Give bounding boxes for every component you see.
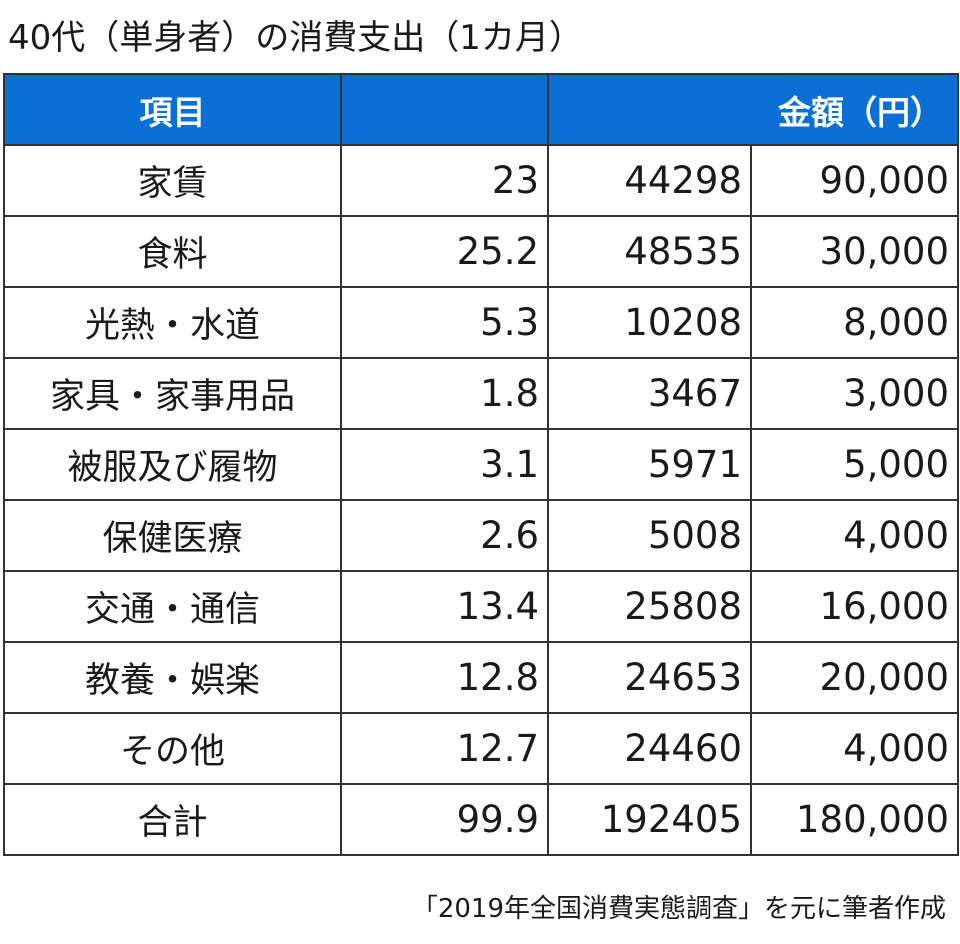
table-body: 家賃 23 44298 90,000 食料 25.2 48535 30,000 光熱・水道 5.3… xyxy=(3,144,959,856)
item-cell: 合計 xyxy=(3,783,342,856)
amount-cell: 5,000 xyxy=(750,428,959,501)
amount-cell: 90,000 xyxy=(750,144,959,217)
table-row: 光熱・水道 5.3 10208 8,000 xyxy=(3,286,959,359)
table-row: 食料 25.2 48535 30,000 xyxy=(3,215,959,288)
page-title: 40代（単身者）の消費支出（1カ月） xyxy=(8,18,583,58)
amount-cell: 3,000 xyxy=(750,357,959,430)
average-cell: 192405 xyxy=(547,783,752,856)
percent-cell: 1.8 xyxy=(340,357,549,430)
amount-cell: 16,000 xyxy=(750,570,959,643)
item-cell: 交通・通信 xyxy=(3,570,342,643)
average-cell: 24653 xyxy=(547,641,752,714)
average-cell: 48535 xyxy=(547,215,752,288)
percent-cell: 2.6 xyxy=(340,499,549,572)
average-cell: 24460 xyxy=(547,712,752,785)
percent-cell: 13.4 xyxy=(340,570,549,643)
average-cell: 5008 xyxy=(547,499,752,572)
table-row: その他 12.7 24460 4,000 xyxy=(3,712,959,785)
table-row: 保健医療 2.6 5008 4,000 xyxy=(3,499,959,572)
item-cell: 被服及び履物 xyxy=(3,428,342,501)
percent-cell: 25.2 xyxy=(340,215,549,288)
table-row: 家賃 23 44298 90,000 xyxy=(3,144,959,217)
item-cell: その他 xyxy=(3,712,342,785)
source-note: 「2019年全国消費実態調査」を元に筆者作成 xyxy=(411,894,946,924)
table-row: 被服及び履物 3.1 5971 5,000 xyxy=(3,428,959,501)
average-cell: 5971 xyxy=(547,428,752,501)
item-cell: 教養・娯楽 xyxy=(3,641,342,714)
header-amount: 金額（円） xyxy=(547,73,959,146)
expense-table: 項目 金額（円） 家賃 23 44298 90,000 食料 25.2 48535 30,00… xyxy=(3,73,959,856)
average-cell: 3467 xyxy=(547,357,752,430)
percent-cell: 99.9 xyxy=(340,783,549,856)
average-cell: 44298 xyxy=(547,144,752,217)
percent-cell: 12.8 xyxy=(340,641,549,714)
percent-cell: 3.1 xyxy=(340,428,549,501)
amount-cell: 20,000 xyxy=(750,641,959,714)
item-cell: 家賃 xyxy=(3,144,342,217)
percent-cell: 5.3 xyxy=(340,286,549,359)
table-row: 合計 99.9 192405 180,000 xyxy=(3,783,959,856)
table-row: 教養・娯楽 12.8 24653 20,000 xyxy=(3,641,959,714)
amount-cell: 180,000 xyxy=(750,783,959,856)
item-cell: 保健医療 xyxy=(3,499,342,572)
percent-cell: 23 xyxy=(340,144,549,217)
percent-cell: 12.7 xyxy=(340,712,549,785)
item-cell: 光熱・水道 xyxy=(3,286,342,359)
header-item: 項目 xyxy=(3,73,342,146)
amount-cell: 4,000 xyxy=(750,712,959,785)
item-cell: 食料 xyxy=(3,215,342,288)
table-header-row: 項目 金額（円） xyxy=(3,73,959,146)
amount-cell: 4,000 xyxy=(750,499,959,572)
average-cell: 10208 xyxy=(547,286,752,359)
table-row: 家具・家事用品 1.8 3467 3,000 xyxy=(3,357,959,430)
average-cell: 25808 xyxy=(547,570,752,643)
table-row: 交通・通信 13.4 25808 16,000 xyxy=(3,570,959,643)
item-cell: 家具・家事用品 xyxy=(3,357,342,430)
amount-cell: 8,000 xyxy=(750,286,959,359)
amount-cell: 30,000 xyxy=(750,215,959,288)
header-blank xyxy=(340,73,549,146)
